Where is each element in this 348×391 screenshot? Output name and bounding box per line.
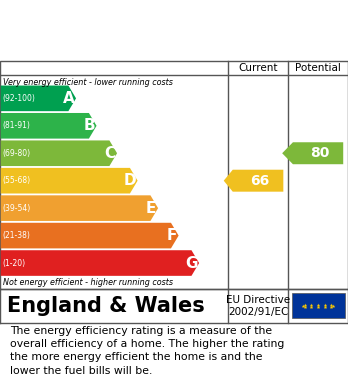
Polygon shape: [1, 140, 117, 166]
Text: 66: 66: [250, 174, 269, 188]
Text: Very energy efficient - lower running costs: Very energy efficient - lower running co…: [3, 78, 173, 87]
Text: Energy Efficiency Rating: Energy Efficiency Rating: [10, 23, 232, 38]
Text: The energy efficiency rating is a measure of the
overall efficiency of a home. T: The energy efficiency rating is a measur…: [10, 326, 285, 376]
Bar: [292, 294, 345, 318]
Polygon shape: [1, 250, 199, 276]
Text: (39-54): (39-54): [3, 204, 31, 213]
Polygon shape: [1, 86, 76, 111]
Text: 80: 80: [310, 146, 330, 160]
Text: (1-20): (1-20): [3, 258, 26, 267]
Text: B: B: [83, 118, 95, 133]
Text: EU Directive
2002/91/EC: EU Directive 2002/91/EC: [226, 295, 290, 317]
Polygon shape: [224, 170, 283, 192]
Text: F: F: [166, 228, 177, 243]
Text: D: D: [123, 173, 136, 188]
Text: G: G: [185, 256, 197, 271]
Text: E: E: [146, 201, 156, 216]
Text: (21-38): (21-38): [3, 231, 31, 240]
Text: England & Wales: England & Wales: [7, 296, 205, 316]
Text: A: A: [63, 91, 74, 106]
Polygon shape: [282, 142, 343, 164]
Text: (69-80): (69-80): [3, 149, 31, 158]
Text: Current: Current: [238, 63, 278, 73]
Polygon shape: [1, 113, 96, 138]
Polygon shape: [1, 168, 137, 194]
Text: (92-100): (92-100): [3, 94, 35, 103]
Text: Potential: Potential: [295, 63, 341, 73]
Text: C: C: [104, 146, 115, 161]
Polygon shape: [1, 223, 179, 248]
Polygon shape: [1, 196, 158, 221]
Text: (81-91): (81-91): [3, 121, 31, 130]
Text: (55-68): (55-68): [3, 176, 31, 185]
Text: Not energy efficient - higher running costs: Not energy efficient - higher running co…: [3, 278, 174, 287]
